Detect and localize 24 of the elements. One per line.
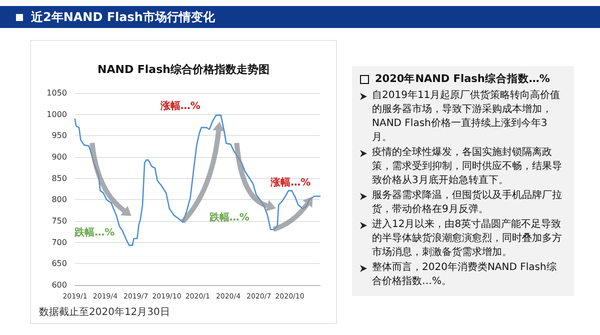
annotation: 跌幅…% [74, 226, 115, 239]
text: 服务器需求降温，但囤货以及手机品牌厂拉货，带动价格在9月反弹。 [372, 189, 563, 217]
y-tick-label: 850 [52, 174, 67, 183]
y-tick-label: 650 [52, 259, 67, 268]
y-tick-label: 900 [52, 152, 67, 162]
y-tick-label: 1050 [46, 88, 67, 98]
y-tick-label: 600 [52, 280, 67, 290]
text: 数据截止至2020年12月30日 [39, 306, 170, 319]
annotation: 涨幅…% [270, 176, 311, 189]
annotation: 涨幅…% [159, 100, 200, 112]
text: 疫情的全球性爆发，各国实施封锁隔离政策，需求受到抑制，同时供应不畅，结果导致价格从3月底开始急转直下。 [372, 146, 563, 188]
y-tick-label: 700 [52, 238, 67, 247]
y-tick-label: 750 [52, 216, 67, 226]
annotation: 跌幅…% [208, 211, 250, 224]
text: 近2年NAND Flash市场行情变化 [0, 6, 600, 28]
text: 2020年NAND Flash综合指数…% [374, 72, 551, 86]
y-tick-label: 1000 [46, 110, 67, 119]
line-series [74, 114, 321, 246]
text: 自2019年11月起原厂供货策略转向高价值的服务器市场，导致下游采购成本增加，NAND Flash价格一直持续上涨到今年3月。 [372, 89, 562, 145]
chart-title: NAND Flash综合价格指数走势图 [98, 63, 270, 76]
text: 进入12月以来，由8英寸晶圆产能不足导致的半导体缺货浪潮愈演愈烈，同时叠加多方市场消息，刺激备货需求增加。 [372, 218, 563, 260]
text: 整体而言，2020年消费类NAND Flash综合价格指数…%。 [372, 261, 558, 289]
y-tick-label: 950 [52, 131, 67, 140]
y-tick-label: 800 [52, 195, 67, 204]
